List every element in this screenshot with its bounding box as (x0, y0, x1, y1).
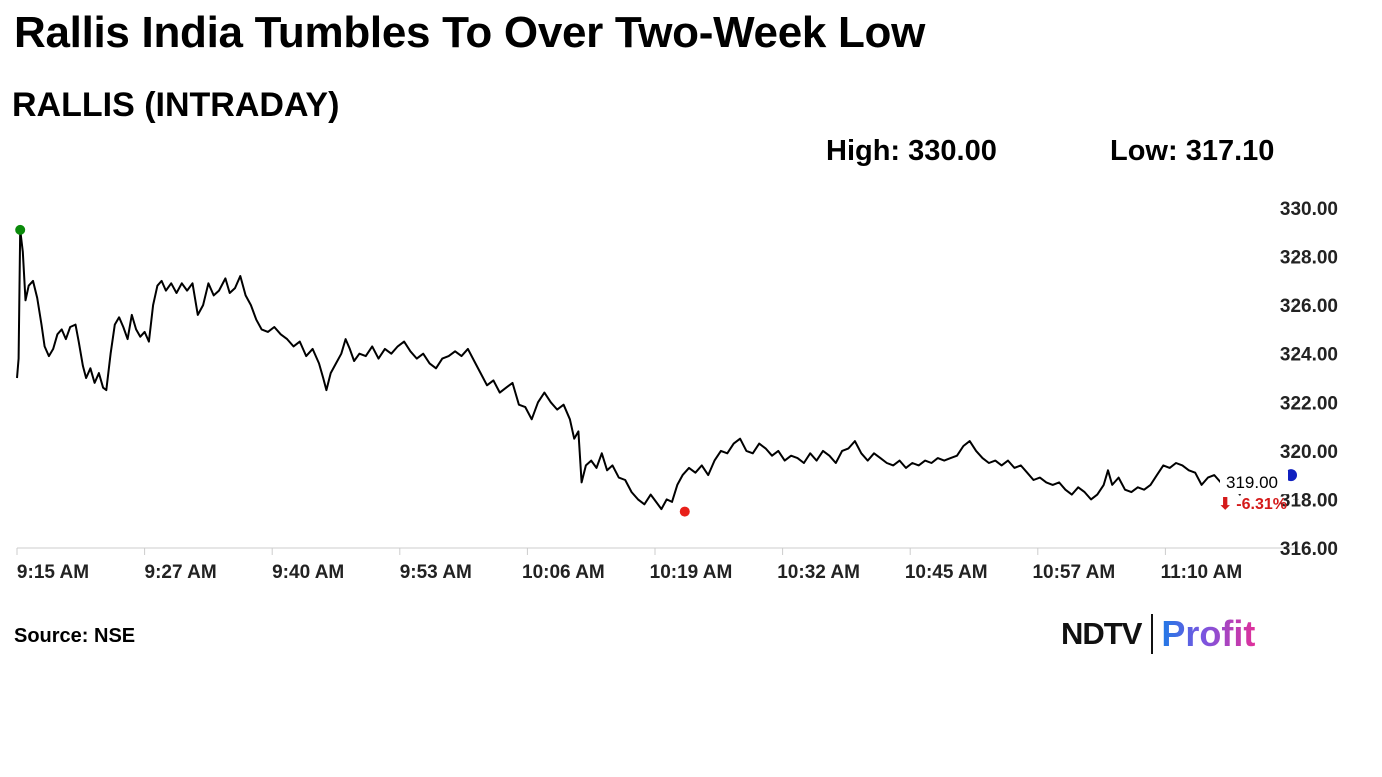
x-tick-label: 10:19 AM (650, 562, 733, 583)
x-tick-label: 10:32 AM (777, 562, 860, 583)
percent-change-label: ⬇ -6.31% (1218, 496, 1287, 513)
y-tick-label: 320.00 (1280, 442, 1338, 463)
y-tick-label: 322.00 (1280, 393, 1338, 414)
x-tick-label: 9:53 AM (400, 562, 472, 583)
y-tick-label: 318.00 (1280, 490, 1338, 511)
y-tick-label: 330.00 (1280, 199, 1338, 220)
x-tick-label: 10:57 AM (1032, 562, 1115, 583)
page-title: Rallis India Tumbles To Over Two-Week Lo… (14, 8, 926, 57)
logo-divider (1151, 614, 1154, 654)
price-series-line (16, 228, 1244, 511)
chart-subtitle: RALLIS (INTRADAY) (12, 86, 340, 124)
x-tick-label: 11:10 AM (1161, 562, 1243, 583)
y-tick-label: 326.00 (1280, 296, 1338, 317)
y-tick-label: 316.00 (1280, 539, 1338, 560)
y-tick-label: 324.00 (1280, 345, 1338, 366)
source-note: Source: NSE (14, 625, 136, 647)
x-tick-label: 10:45 AM (905, 562, 988, 583)
x-tick-label: 10:06 AM (522, 562, 605, 583)
ndtv-profit-logo: NDTV Profit (1061, 612, 1255, 656)
y-tick-label: 328.00 (1280, 248, 1338, 269)
high-value: High: 330.00 (826, 135, 997, 167)
logo-profit-text: Profit (1161, 613, 1256, 654)
last-price-label: 319.00 (1226, 473, 1278, 492)
x-tick-label: 9:40 AM (272, 562, 344, 583)
day-high-open-marker (15, 224, 26, 235)
logo-ndtv-text: NDTV (1061, 616, 1142, 651)
low-value: Low: 317.10 (1110, 135, 1275, 167)
last-price-label-bg (1220, 470, 1288, 495)
x-tick-label: 9:15 AM (17, 562, 89, 583)
day-low-marker (679, 506, 690, 517)
x-tick-label: 9:27 AM (145, 562, 217, 583)
